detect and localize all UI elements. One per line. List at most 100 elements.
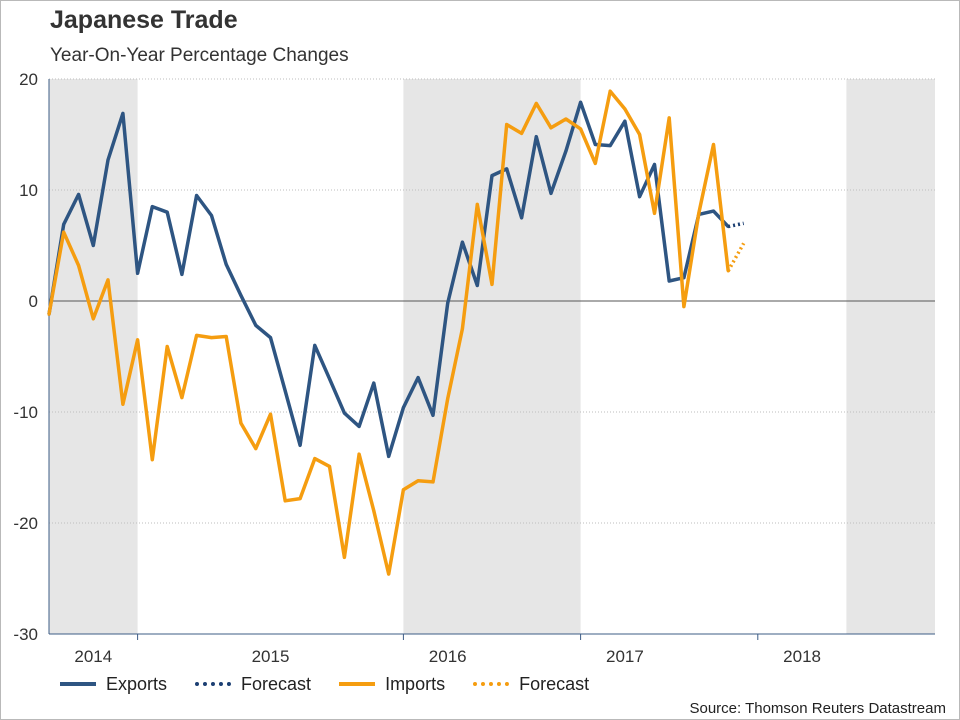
legend-label-exports: Exports	[106, 673, 168, 694]
point-imports	[682, 305, 686, 309]
point-exports	[549, 191, 553, 195]
y-tick-label: 10	[19, 181, 38, 200]
point-exports	[209, 214, 213, 218]
y-tick-label: -20	[13, 514, 38, 533]
point-imports	[667, 116, 671, 120]
y-tick-label: -30	[13, 625, 38, 644]
point-exports	[150, 205, 154, 209]
point-exports	[328, 377, 332, 381]
x-tick-label: 2015	[252, 647, 290, 666]
point-imports	[342, 555, 346, 559]
point-exports	[313, 343, 317, 347]
point-imports	[254, 447, 258, 451]
legend-label-imports-forecast: Forecast	[519, 673, 590, 694]
forecast-line-exports	[727, 221, 745, 229]
point-imports	[106, 278, 110, 282]
point-imports	[298, 497, 302, 501]
point-exports	[106, 158, 110, 162]
point-exports	[431, 413, 435, 417]
shaded-period-2	[846, 79, 935, 634]
point-exports	[446, 301, 450, 305]
point-exports	[357, 424, 361, 428]
y-tick-label: -10	[13, 403, 38, 422]
point-exports	[416, 376, 420, 380]
point-imports	[520, 131, 524, 135]
point-imports	[534, 101, 538, 105]
x-tick-label: 2017	[606, 647, 644, 666]
point-exports	[638, 195, 642, 199]
point-imports	[328, 464, 332, 468]
point-imports	[490, 282, 494, 286]
point-exports	[180, 272, 184, 276]
point-imports	[505, 123, 509, 127]
legend-item-imports: Imports	[339, 674, 445, 695]
legend-swatch-exports	[60, 682, 96, 686]
point-imports	[416, 479, 420, 483]
point-exports	[652, 162, 656, 166]
point-exports	[77, 192, 81, 196]
point-imports	[372, 509, 376, 513]
point-imports	[446, 397, 450, 401]
point-imports	[697, 211, 701, 215]
y-tick-label: 0	[29, 292, 38, 311]
chart-title: Japanese Trade	[50, 6, 238, 34]
point-imports	[239, 421, 243, 425]
x-tick-label: 2014	[74, 647, 112, 666]
point-imports	[209, 336, 213, 340]
point-imports	[608, 89, 612, 93]
x-tick-label: 2018	[783, 647, 821, 666]
legend-label-exports-forecast: Forecast	[241, 673, 312, 694]
point-exports	[136, 271, 140, 275]
point-imports	[475, 202, 479, 206]
point-imports	[224, 335, 228, 339]
point-exports	[269, 336, 272, 340]
legend-swatch-exports-forecast	[195, 682, 232, 686]
point-exports	[254, 323, 258, 327]
point-exports	[372, 381, 376, 385]
point-exports	[490, 174, 494, 178]
point-exports	[667, 279, 671, 283]
y-tick-label: 20	[19, 70, 38, 89]
point-imports	[195, 333, 199, 337]
point-imports	[623, 107, 627, 111]
point-imports	[91, 317, 95, 321]
shaded-period-0	[49, 79, 138, 634]
point-imports	[712, 142, 715, 146]
point-exports	[401, 406, 405, 410]
chart-subtitle: Year-On-Year Percentage Changes	[50, 45, 349, 66]
legend-swatch-imports-forecast	[473, 682, 510, 686]
point-imports	[593, 161, 597, 165]
point-exports	[387, 454, 391, 458]
point-imports	[269, 412, 272, 416]
point-imports	[387, 572, 391, 576]
series-line-exports	[47, 100, 730, 459]
point-exports	[283, 389, 287, 393]
point-imports	[579, 127, 583, 131]
forecast-line-imports	[726, 242, 746, 272]
point-imports	[136, 338, 140, 342]
point-imports	[638, 133, 642, 136]
point-imports	[564, 117, 568, 121]
point-exports	[505, 167, 509, 171]
point-exports	[593, 142, 597, 146]
point-imports	[47, 312, 51, 316]
point-imports	[150, 458, 154, 462]
point-exports	[298, 443, 302, 447]
point-exports	[608, 144, 612, 148]
point-exports	[239, 293, 243, 297]
point-imports	[180, 396, 184, 400]
point-exports	[534, 135, 538, 139]
shaded-period-1	[403, 79, 581, 634]
point-imports	[283, 499, 287, 503]
point-exports	[224, 262, 228, 266]
point-imports	[549, 126, 553, 130]
point-exports	[342, 411, 346, 415]
legend-item-imports-forecast: Forecast	[473, 674, 589, 695]
point-imports	[77, 263, 81, 267]
point-exports	[475, 283, 479, 287]
point-exports	[121, 111, 125, 115]
legend-item-exports: Exports	[60, 674, 167, 695]
point-imports	[652, 211, 656, 215]
point-imports	[357, 452, 361, 456]
